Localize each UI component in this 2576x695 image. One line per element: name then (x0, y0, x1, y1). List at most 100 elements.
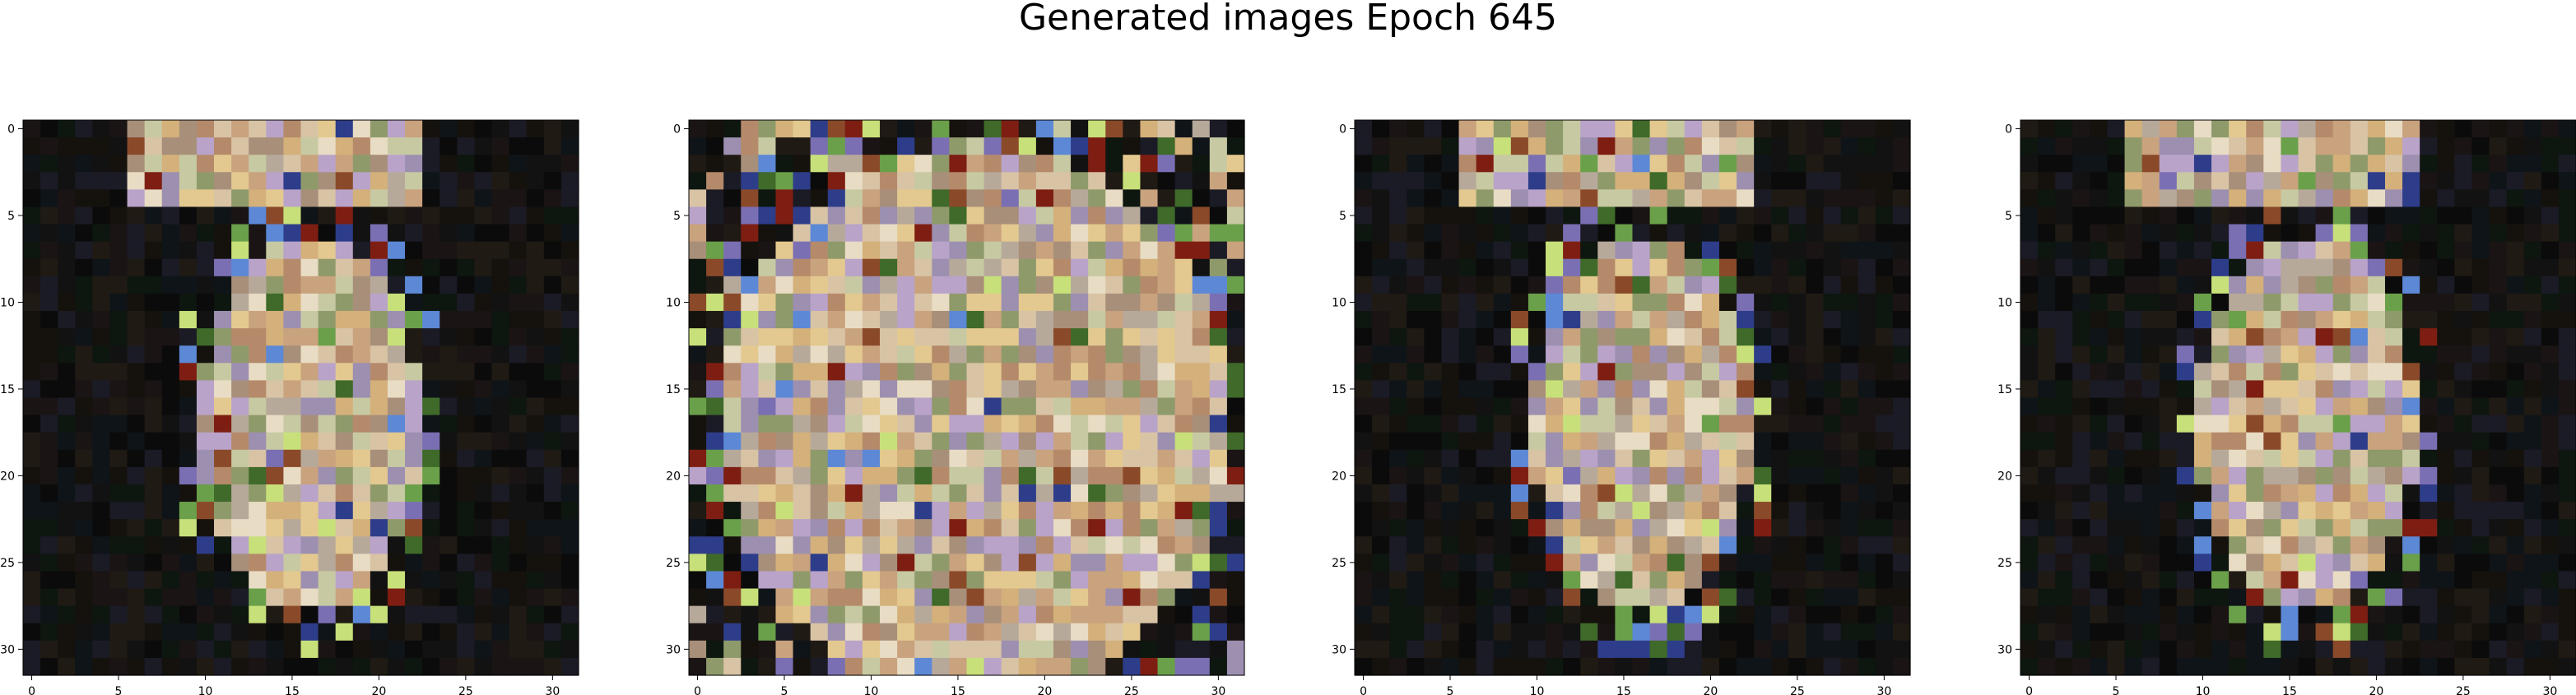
pixel (352, 502, 371, 520)
pixel (914, 640, 932, 659)
pixel (1718, 137, 1737, 155)
pixel (2246, 554, 2264, 572)
pixel (1424, 519, 1443, 537)
pixel (2072, 155, 2090, 173)
pixel (1667, 293, 1686, 312)
pixel (741, 380, 759, 399)
pixel (1192, 363, 1211, 381)
pixel (1157, 155, 1176, 173)
pixel (2315, 120, 2334, 138)
pixel (758, 293, 777, 312)
pixel (1035, 206, 1054, 225)
pixel (2332, 328, 2351, 346)
pixel (1389, 449, 1407, 468)
pixel (2315, 206, 2334, 225)
pixel (2367, 189, 2386, 208)
pixel (897, 554, 915, 572)
pixel (2229, 571, 2247, 590)
pixel (474, 293, 493, 312)
pixel (2281, 311, 2299, 329)
pixel (1424, 155, 1443, 173)
pixel (2489, 380, 2508, 399)
pixel (58, 432, 76, 451)
pixel (318, 276, 337, 294)
pixel (1737, 311, 1755, 329)
pixel (2229, 380, 2247, 399)
pixel (2211, 466, 2230, 485)
pixel (161, 328, 180, 346)
pixel (2558, 172, 2576, 190)
pixel (231, 605, 249, 624)
pixel (1035, 397, 1054, 416)
pixel (1018, 449, 1037, 468)
pixel (2072, 605, 2090, 624)
pixel (2454, 189, 2473, 208)
pixel (1071, 536, 1089, 554)
pixel (1018, 484, 1037, 503)
pixel (862, 449, 881, 468)
pixel (1493, 432, 1512, 451)
pixel (1493, 172, 1512, 190)
pixel (2263, 657, 2281, 676)
pixel (1157, 397, 1176, 416)
pixel (2020, 293, 2039, 312)
pixel (1718, 363, 1737, 381)
pixel (1035, 571, 1054, 590)
pixel (1424, 328, 1443, 346)
pixel (949, 536, 968, 554)
pixel (560, 605, 579, 624)
pixel (1174, 258, 1193, 277)
pixel (1597, 571, 1616, 590)
pixel (2402, 258, 2420, 277)
pixel (1192, 241, 1211, 260)
pixel (1071, 466, 1089, 485)
pixel (457, 293, 476, 312)
pixel (1806, 536, 1825, 554)
pixel (1018, 397, 1037, 416)
pixel (2350, 328, 2369, 346)
pixel (92, 206, 111, 225)
pixel (1563, 328, 1581, 346)
pixel (2020, 554, 2039, 572)
pixel (2420, 484, 2438, 503)
pixel (2315, 363, 2334, 381)
pixel (2420, 432, 2438, 451)
pixel (758, 449, 777, 468)
pixel (2141, 224, 2160, 243)
pixel (2090, 449, 2109, 468)
pixel (1546, 554, 1564, 572)
pixel (2124, 137, 2143, 155)
pixel (1088, 345, 1106, 364)
pixel (1754, 380, 1772, 399)
pixel (914, 224, 932, 243)
pixel (75, 554, 93, 572)
pixel (723, 206, 742, 225)
pixel (2558, 137, 2576, 155)
pixel (2541, 258, 2560, 277)
pixel (793, 206, 811, 225)
pixel (2124, 415, 2143, 433)
pixel (1088, 466, 1106, 485)
pixel (2159, 571, 2178, 590)
pixel (1192, 484, 1211, 503)
pixel (196, 623, 215, 642)
pixel (1053, 258, 1072, 277)
pixel (2506, 502, 2525, 520)
pixel (2332, 172, 2351, 190)
pixel (127, 311, 146, 329)
x-tick-label: 25 (1790, 685, 1805, 695)
generated-image-4: 0 5 10 15 20 25 30 0 5 10 15 20 25 30 (1997, 119, 2576, 695)
pixel (827, 258, 846, 277)
pixel (1018, 137, 1037, 155)
pixel (457, 397, 476, 416)
pixel (352, 432, 371, 451)
pixel (1684, 206, 1703, 225)
pixel (1035, 120, 1054, 138)
pixel (1840, 623, 1859, 642)
pixel (1226, 519, 1245, 537)
pixel (370, 206, 388, 225)
pixel (2367, 155, 2386, 173)
pixel (2020, 623, 2039, 642)
pixel (1597, 484, 1616, 503)
pixel (1858, 258, 1876, 277)
